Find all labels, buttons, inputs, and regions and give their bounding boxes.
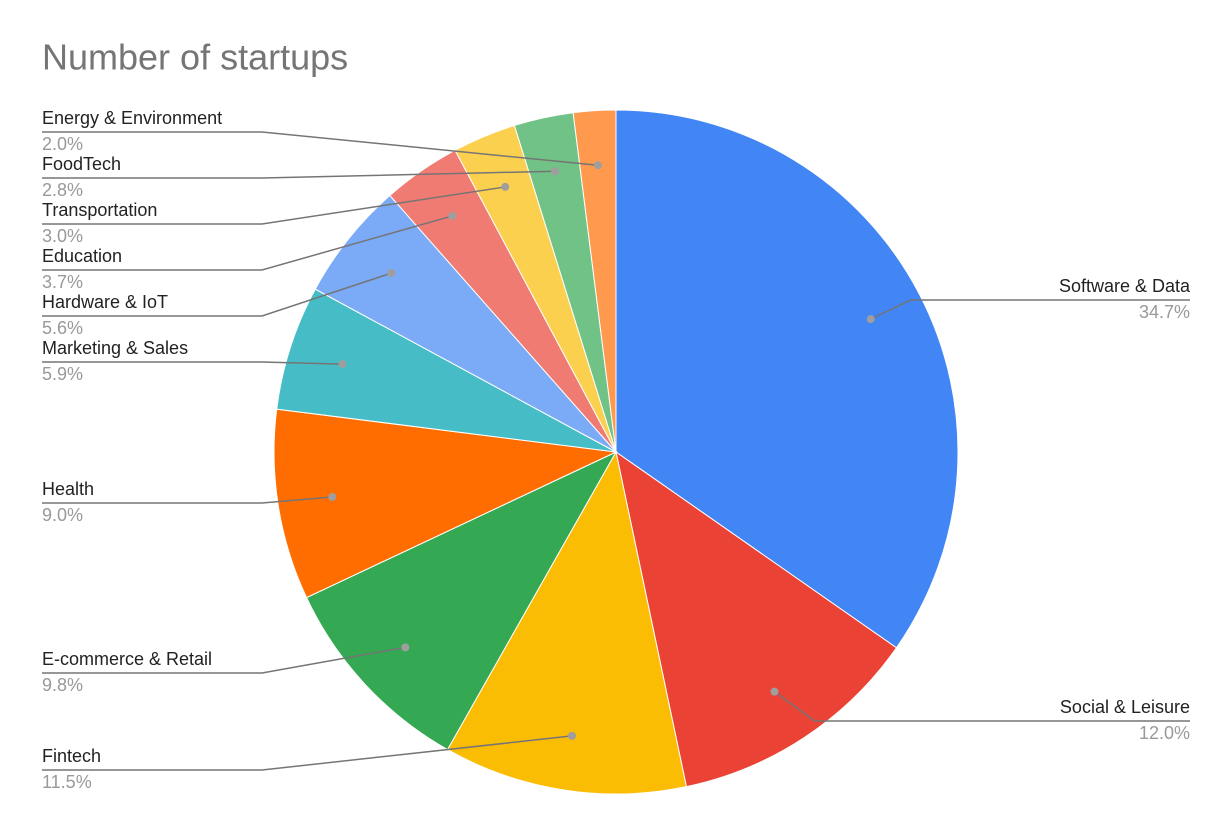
slice-label: Hardware & IoT (42, 292, 168, 312)
slice-value-label: 34.7% (1139, 302, 1190, 322)
slice-label: Software & Data (1059, 276, 1191, 296)
leader-line (42, 131, 599, 167)
leader-dot (567, 731, 576, 740)
leader-dot (448, 211, 457, 220)
slice-label: Transportation (42, 200, 157, 220)
slice-value-label: 12.0% (1139, 723, 1190, 743)
slice-label: Social & Leisure (1060, 697, 1190, 717)
pie-slice (276, 288, 617, 453)
slice-value-label: 3.0% (42, 226, 83, 246)
leader-line (774, 691, 1190, 722)
leader-dot (328, 492, 337, 501)
slice-label: Fintech (42, 746, 101, 766)
chart-title: Number of startups (42, 37, 348, 78)
pie-slice (305, 450, 618, 751)
leader-dot (770, 687, 779, 696)
leader-line (42, 186, 506, 225)
slice-value-label: 2.0% (42, 134, 83, 154)
leader-dot (866, 315, 875, 324)
slice-label: E-commerce & Retail (42, 649, 212, 669)
slice-value-label: 2.8% (42, 180, 83, 200)
leader-dot (501, 182, 510, 191)
slice-label: Education (42, 246, 122, 266)
leader-dot (593, 161, 602, 170)
slice-label: FoodTech (42, 154, 121, 174)
leader-dot (387, 269, 396, 278)
slice-value-label: 5.9% (42, 364, 83, 384)
leader-line (42, 496, 333, 504)
leader-line (42, 646, 406, 674)
slice-value-label: 9.8% (42, 675, 83, 695)
pie-slice (615, 450, 898, 788)
leader-dot (338, 360, 347, 369)
pie-slice (615, 109, 959, 649)
leader-dot (401, 643, 410, 652)
pie-slice (446, 450, 687, 795)
slice-value-label: 5.6% (42, 318, 83, 338)
slice-value-label: 3.7% (42, 272, 83, 292)
pie-slice (273, 408, 618, 599)
slice-value-label: 9.0% (42, 505, 83, 525)
leader-line (42, 170, 556, 179)
leader-line (42, 361, 343, 365)
pie-slice (572, 109, 617, 453)
leader-line (42, 735, 573, 771)
slice-value-label: 11.5% (42, 772, 92, 792)
leader-line (870, 299, 1190, 320)
slice-label: Energy & Environment (42, 108, 222, 128)
leader-line (42, 272, 392, 317)
leader-dot (551, 167, 560, 176)
leader-line (42, 215, 453, 271)
slice-label: Health (42, 479, 94, 499)
slice-label: Marketing & Sales (42, 338, 188, 358)
